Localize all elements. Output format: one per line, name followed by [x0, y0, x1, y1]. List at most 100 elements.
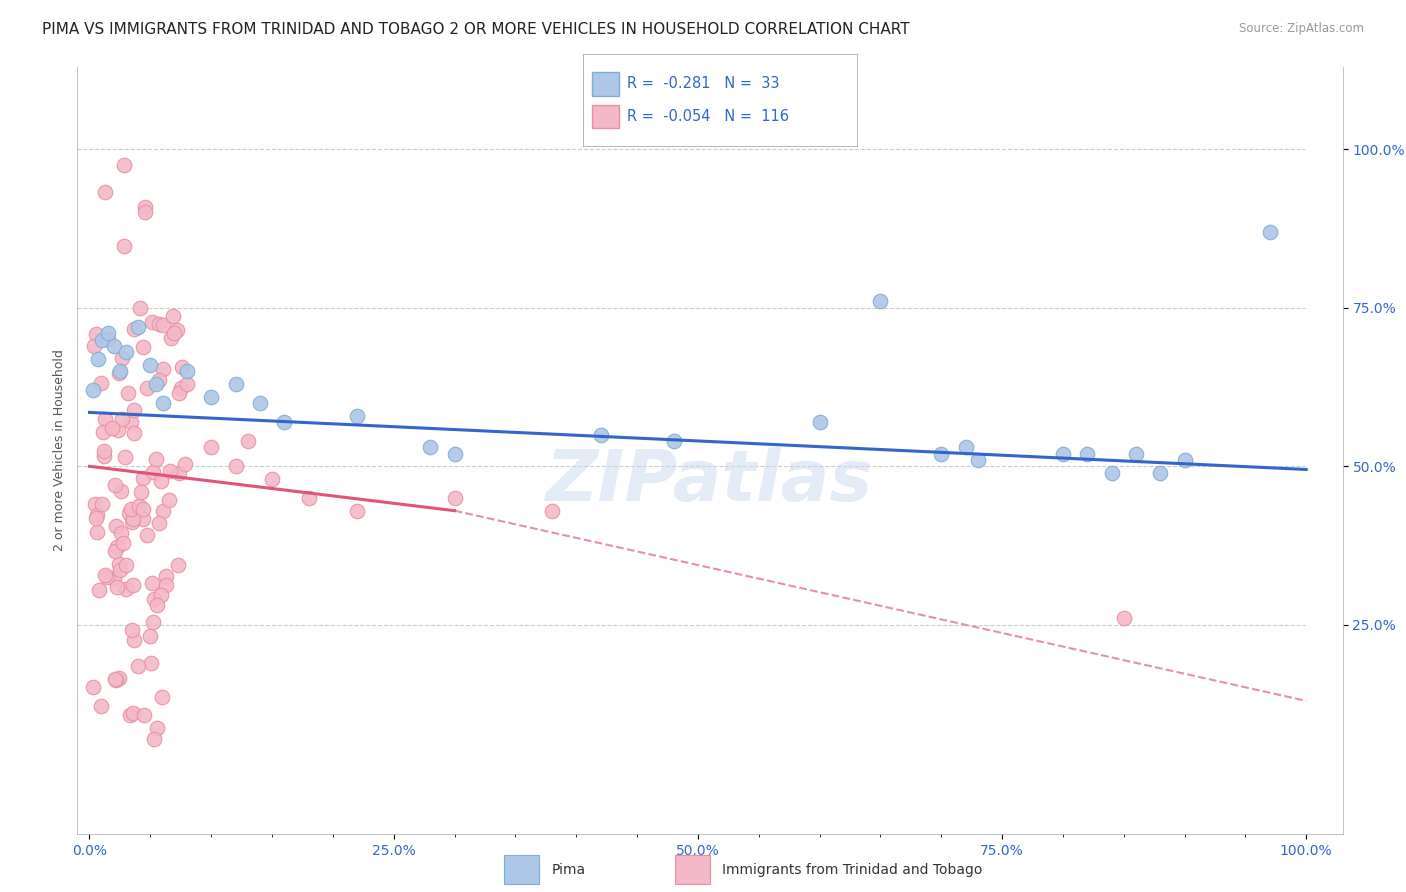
Point — [84, 497, 107, 511]
Point — [173, 457, 195, 471]
Point — [142, 592, 165, 607]
Point — [120, 708, 142, 723]
Point — [176, 376, 198, 391]
Point — [132, 512, 155, 526]
Point — [108, 366, 131, 380]
Text: R =  -0.281   N =  33: R = -0.281 N = 33 — [627, 77, 780, 92]
Point — [129, 301, 152, 316]
Point — [108, 364, 131, 378]
Point — [108, 672, 131, 686]
Point — [152, 318, 174, 333]
Point — [104, 519, 127, 533]
Point — [145, 451, 167, 466]
Point — [1149, 466, 1171, 480]
Point — [107, 423, 129, 437]
Point — [105, 673, 128, 687]
Point — [111, 412, 134, 426]
Point — [346, 409, 368, 423]
Point — [93, 449, 115, 463]
Point — [96, 570, 118, 584]
Point — [540, 504, 562, 518]
Point — [170, 381, 193, 395]
Point — [200, 440, 222, 454]
Point — [236, 434, 259, 448]
Point — [118, 506, 141, 520]
Text: ZIPatlas: ZIPatlas — [547, 447, 873, 516]
Point — [122, 512, 145, 526]
Point — [148, 317, 170, 331]
Point — [110, 563, 132, 577]
Point — [1052, 447, 1074, 461]
Point — [136, 381, 159, 395]
Point — [149, 475, 172, 489]
Point — [966, 453, 988, 467]
Point — [419, 440, 441, 454]
Point — [122, 633, 145, 648]
Point — [93, 567, 115, 582]
Point — [110, 483, 132, 498]
Point — [101, 421, 124, 435]
Point — [132, 471, 155, 485]
Point — [115, 345, 138, 359]
Point — [84, 326, 107, 341]
Point — [225, 459, 247, 474]
Text: Source: ZipAtlas.com: Source: ZipAtlas.com — [1239, 22, 1364, 36]
Point — [94, 412, 117, 426]
Point — [260, 472, 283, 486]
Point — [589, 427, 612, 442]
Point — [103, 339, 125, 353]
Point — [141, 315, 163, 329]
Point — [122, 322, 145, 336]
Point — [121, 623, 143, 637]
Point — [120, 502, 142, 516]
Point — [105, 580, 128, 594]
Point — [108, 558, 131, 572]
Point — [662, 434, 685, 448]
Point — [166, 558, 188, 572]
Point — [90, 497, 112, 511]
Point — [132, 501, 155, 516]
Point — [143, 731, 166, 746]
Point — [249, 396, 271, 410]
Point — [111, 351, 134, 365]
Point — [1174, 453, 1197, 467]
Point — [443, 447, 465, 461]
Point — [142, 615, 165, 630]
Point — [134, 200, 156, 214]
Point — [1112, 611, 1135, 625]
Point — [86, 525, 108, 540]
Point — [90, 376, 112, 391]
Point — [110, 526, 132, 541]
Point — [127, 319, 149, 334]
Point — [124, 402, 146, 417]
Point — [225, 376, 247, 391]
Point — [121, 515, 143, 529]
Point — [929, 447, 952, 461]
FancyBboxPatch shape — [675, 855, 710, 884]
Point — [443, 491, 465, 505]
FancyBboxPatch shape — [592, 72, 619, 95]
Point — [869, 294, 891, 309]
FancyBboxPatch shape — [505, 855, 538, 884]
Point — [90, 699, 112, 714]
Point — [87, 351, 110, 366]
Text: R =  -0.054   N =  116: R = -0.054 N = 116 — [627, 109, 789, 124]
Point — [84, 511, 107, 525]
Point — [808, 415, 831, 429]
Point — [111, 535, 134, 549]
Point — [152, 361, 174, 376]
Point — [82, 383, 104, 397]
Point — [87, 582, 110, 597]
Point — [127, 659, 149, 673]
Point — [146, 721, 169, 735]
Point — [105, 541, 128, 555]
Point — [136, 528, 159, 542]
Point — [134, 708, 156, 723]
Point — [83, 339, 105, 353]
Point — [129, 484, 152, 499]
Point — [155, 578, 177, 592]
Text: Pima: Pima — [551, 863, 586, 877]
Point — [139, 628, 162, 642]
Point — [117, 386, 139, 401]
Y-axis label: 2 or more Vehicles in Household: 2 or more Vehicles in Household — [53, 350, 66, 551]
